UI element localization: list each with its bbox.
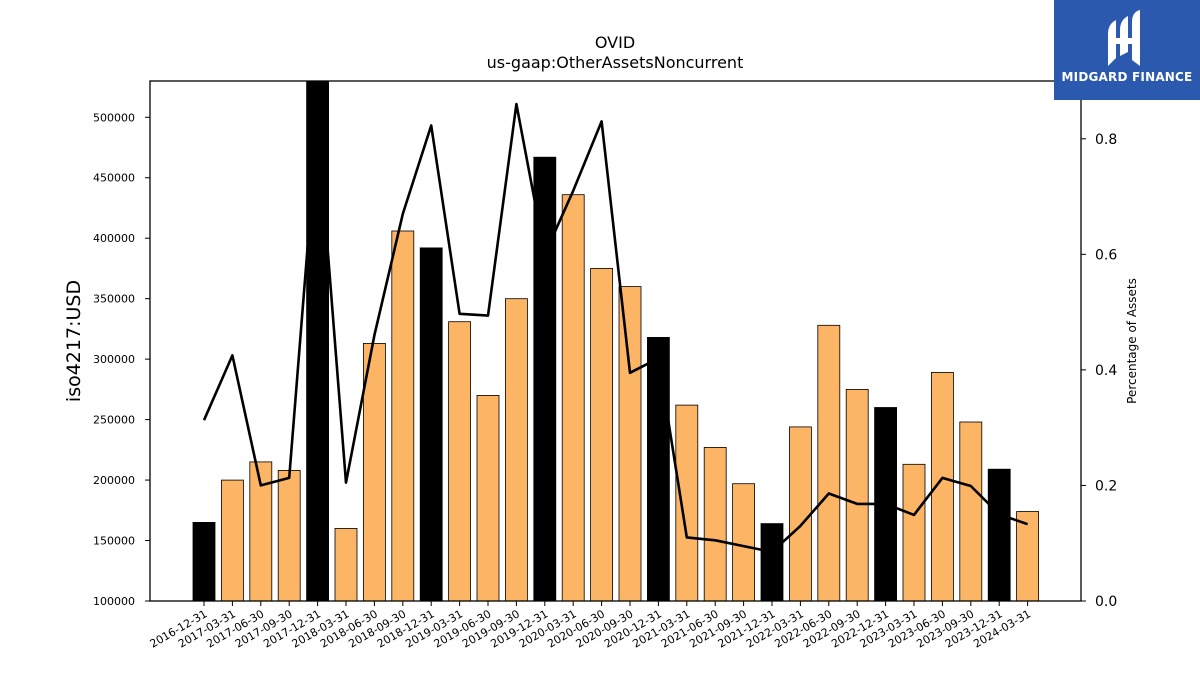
y2-tick-label: 0.2	[1095, 478, 1117, 494]
y2-axis: 0.0 0.2 0.4 0.6 0.8	[1081, 132, 1117, 610]
bar-2021-09-30	[732, 483, 755, 602]
y-tick-label: 300000	[93, 353, 135, 366]
bar-2019-06-30	[476, 394, 500, 602]
bar-2022-09-30	[845, 388, 869, 602]
y-tick-label: 500000	[93, 111, 135, 124]
plot-frame	[149, 80, 1082, 602]
chart-title: OVID	[595, 33, 635, 52]
bar-2021-12-31	[760, 523, 784, 602]
bar-2023-09-30	[959, 421, 983, 602]
y2-tick-label: 0.6	[1095, 247, 1117, 263]
bar-2021-06-30	[703, 446, 727, 602]
bar-2023-12-31	[987, 468, 1011, 602]
x-axis: 2016-12-312017-03-312017-06-302017-09-30…	[148, 601, 1033, 651]
y-axis-label: iso4217:USD	[63, 280, 85, 402]
bar-2019-03-31	[448, 321, 472, 602]
y-tick-label: 450000	[93, 172, 135, 185]
y2-tick-label: 0.8	[1095, 132, 1117, 148]
y2-tick-label: 0.4	[1095, 363, 1117, 379]
percentage-line	[202, 102, 1029, 554]
y-axis: 100000 150000 200000 250000 300000 350000 4000…	[93, 111, 150, 608]
percentage-line-series	[202, 102, 1029, 554]
bar-2019-09-30	[504, 298, 528, 602]
y-tick-label: 350000	[93, 293, 135, 306]
chart-subtitle: us-gaap:OtherAssetsNoncurrent	[487, 53, 744, 72]
bar-series	[192, 80, 1039, 602]
y-tick-label: 250000	[93, 414, 135, 427]
bar-2022-03-31	[789, 426, 812, 602]
bar-2022-06-30	[817, 324, 841, 602]
bar-2023-03-31	[902, 463, 926, 602]
y-tick-label: 100000	[93, 595, 135, 608]
bar-2020-12-31	[647, 336, 670, 602]
logo-text: MIDGARD FINANCE	[1061, 70, 1193, 84]
brand-logo: MIDGARD FINANCE	[1054, 0, 1200, 100]
y2-axis-label: Percentage of Assets	[1125, 278, 1139, 404]
y-tick-label: 150000	[93, 535, 135, 548]
bar-2020-06-30	[590, 267, 613, 602]
bar-2020-03-31	[561, 194, 585, 602]
bar-2018-12-31	[419, 247, 443, 602]
bar-2019-12-31	[533, 156, 557, 602]
y2-tick-label: 0.0	[1095, 594, 1117, 610]
bar-2021-03-31	[675, 404, 699, 602]
bar-2017-09-30	[277, 469, 301, 602]
bar-2018-06-30	[362, 342, 386, 602]
bar-2018-09-30	[391, 230, 415, 602]
y-tick-label: 400000	[93, 232, 135, 245]
bar-2016-12-31	[192, 522, 216, 602]
y-tick-label: 200000	[93, 474, 135, 487]
logo-mark-icon	[1108, 10, 1140, 66]
bar-2024-03-31	[1016, 511, 1039, 602]
bar-2017-12-31	[306, 80, 330, 602]
bar-2020-09-30	[618, 286, 642, 602]
bar-2018-03-31	[334, 528, 358, 602]
bar-2017-03-31	[220, 479, 244, 602]
